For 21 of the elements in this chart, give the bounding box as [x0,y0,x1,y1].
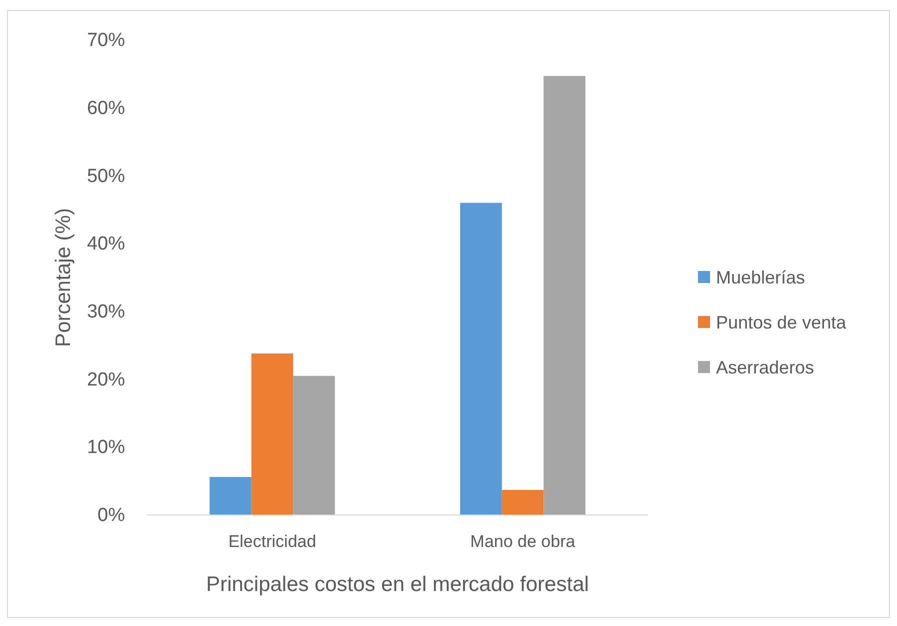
legend-label: Mueblerías [716,267,806,288]
bar [293,376,335,515]
legend-label: Aserraderos [716,357,814,378]
bar [460,202,502,515]
bar [251,354,294,515]
x-tick-label: Electricidad [228,532,316,552]
legend-label: Puntos de venta [716,312,848,332]
y-tick-label: 20% [86,369,126,390]
y-tick-label: 70% [86,30,126,52]
y-tick-label: 0% [98,505,126,526]
bar [210,477,252,515]
y-axis-title: Porcentaje (%) [52,208,75,347]
bar [502,490,544,515]
y-tick-label: 10% [86,437,126,458]
y-tick-label: 50% [86,166,126,187]
bar [544,76,586,515]
y-tick-label: 30% [86,302,126,323]
x-tick-label: Mano de obra [470,532,576,552]
y-tick-label: 60% [86,98,126,119]
y-tick-label: 40% [86,234,126,255]
x-axis-title: Principales costos en el mercado forestal [206,573,589,596]
